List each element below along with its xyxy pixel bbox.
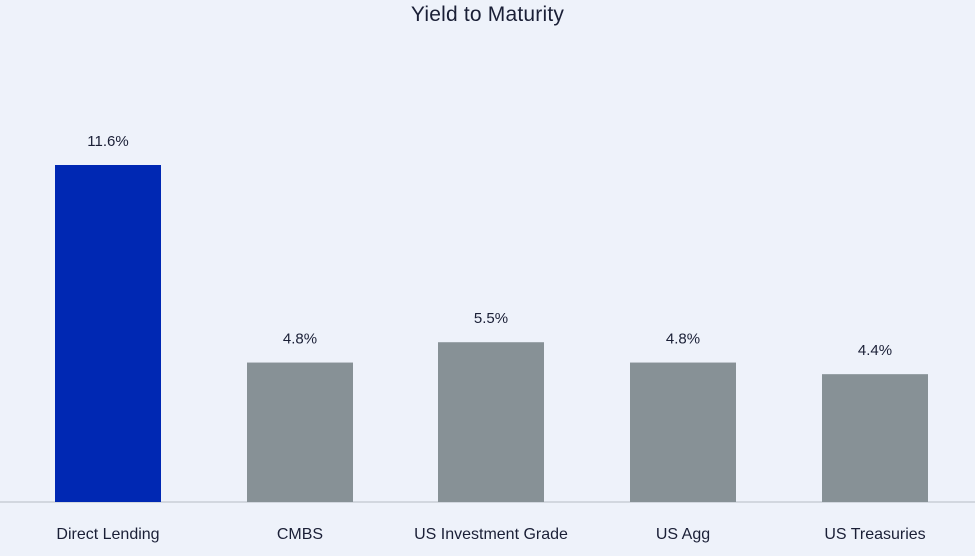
value-label-4: 4.4%: [858, 342, 892, 359]
value-labels-group: 11.6% 4.8% 5.5% 4.8% 4.4%: [87, 133, 892, 359]
category-label-4: US Treasuries: [824, 526, 925, 543]
category-labels-group: Direct Lending CMBS US Investment Grade US …: [56, 526, 925, 543]
value-label-1: 4.8%: [283, 331, 317, 348]
bar-0: [55, 165, 161, 502]
chart-title: Yield to Maturity: [410, 3, 565, 26]
value-label-3: 4.8%: [666, 331, 700, 348]
category-label-0: Direct Lending: [56, 526, 159, 543]
bar-2: [438, 342, 544, 502]
value-label-2: 5.5%: [474, 310, 508, 327]
category-label-2: US Investment Grade: [414, 526, 568, 543]
category-label-1: CMBS: [277, 526, 323, 543]
bar-1: [247, 362, 353, 502]
category-label-3: US Agg: [656, 526, 710, 543]
bars-group: [55, 165, 928, 502]
value-label-0: 11.6%: [87, 133, 128, 150]
bar-4: [822, 374, 928, 502]
bar-3: [630, 362, 736, 502]
